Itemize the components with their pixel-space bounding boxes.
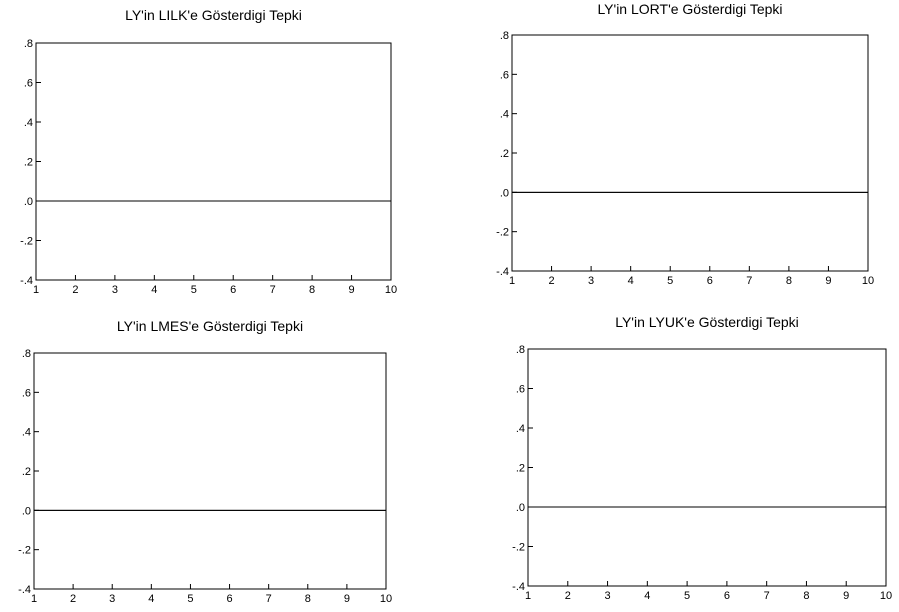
x-tick-label: 2 [548, 275, 554, 287]
y-tick-label: .2 [22, 466, 31, 478]
plot-frame [527, 348, 887, 587]
x-tick-label: 7 [764, 590, 770, 602]
y-tick-label: .2 [24, 157, 33, 169]
chart-panel-4: LY'in LYUK'e Gösterdigi Tepki .8 .6 .4 .2 .0 -… [512, 314, 892, 602]
x-tick-label: 8 [305, 593, 311, 605]
y-tick-label: .8 [516, 344, 525, 356]
x-tick-label: 1 [33, 284, 39, 296]
y-tick-label: .2 [500, 148, 509, 160]
y-tick-label: -.4 [496, 266, 509, 278]
y-tick-label: -.4 [512, 581, 525, 593]
x-tick-label: 10 [880, 590, 892, 602]
x-tick-label: 10 [380, 593, 392, 605]
y-tick-label: .4 [24, 117, 33, 129]
x-tick-label: 9 [348, 284, 354, 296]
y-tick-label: .8 [500, 30, 509, 42]
x-tick-label: 7 [266, 593, 272, 605]
chart-title: LY'in LYUK'e Gösterdigi Tepki [615, 314, 799, 330]
x-tick-label: 8 [309, 284, 315, 296]
plot-frame [33, 352, 387, 590]
y-tick-label: .0 [516, 502, 525, 514]
x-tick-label: 4 [644, 590, 650, 602]
y-tick-label: .4 [22, 427, 31, 439]
x-tick-label: 9 [344, 593, 350, 605]
x-tick-label: 10 [862, 275, 874, 287]
y-tick-label: .0 [22, 505, 31, 517]
y-tick-label: .0 [24, 196, 33, 208]
y-tick-label: .4 [516, 423, 525, 435]
plot-frame [35, 42, 392, 281]
y-tick-label: .8 [22, 348, 31, 360]
y-tick-label: -.2 [20, 236, 33, 248]
x-tick-label: 5 [191, 284, 197, 296]
x-tick-label: 5 [684, 590, 690, 602]
chart-panel-1: LY'in LILK'e Gösterdigi Tepki .8 .6 .4 .2 .0 -… [20, 7, 397, 296]
x-tick-label: 1 [31, 593, 37, 605]
y-tick-label: .8 [24, 38, 33, 50]
x-tick-label: 9 [825, 275, 831, 287]
y-tick-label: .0 [500, 187, 509, 199]
chart-panel-3: LY'in LMES'e Gösterdigi Tepki .8 .6 .4 .2 .0 -… [18, 318, 392, 605]
x-tick-label: 5 [187, 593, 193, 605]
x-tick-label: 1 [509, 275, 515, 287]
x-tick-label: 10 [385, 284, 397, 296]
x-tick-label: 3 [604, 590, 610, 602]
x-tick-label: 7 [746, 275, 752, 287]
y-tick-label: -.2 [18, 545, 31, 557]
y-tick-label: .2 [516, 463, 525, 475]
x-tick-label: 6 [226, 593, 232, 605]
x-tick-label: 1 [525, 590, 531, 602]
x-tick-label: 3 [588, 275, 594, 287]
chart-title: LY'in LORT'e Gösterdigi Tepki [597, 1, 782, 17]
chart-panel-2: LY'in LORT'e Gösterdigi Tepki .8 .6 .4 .2 .0 -… [496, 1, 874, 287]
y-tick-label: -.4 [18, 584, 31, 596]
y-tick-label: .6 [24, 78, 33, 90]
y-tick-label: -.4 [20, 275, 33, 287]
x-tick-label: 4 [151, 284, 157, 296]
x-tick-label: 3 [112, 284, 118, 296]
chart-title: LY'in LMES'e Gösterdigi Tepki [117, 318, 303, 334]
x-tick-label: 6 [707, 275, 713, 287]
x-tick-label: 8 [786, 275, 792, 287]
x-tick-label: 2 [70, 593, 76, 605]
x-tick-label: 4 [148, 593, 154, 605]
y-tick-label: .4 [500, 109, 509, 121]
y-tick-label: .6 [22, 387, 31, 399]
x-tick-label: 6 [230, 284, 236, 296]
chart-title: LY'in LILK'e Gösterdigi Tepki [125, 7, 302, 23]
x-tick-label: 2 [565, 590, 571, 602]
x-tick-label: 4 [628, 275, 634, 287]
y-tick-label: .6 [516, 384, 525, 396]
x-tick-label: 6 [724, 590, 730, 602]
y-tick-label: -.2 [512, 542, 525, 554]
x-tick-label: 7 [270, 284, 276, 296]
x-tick-label: 5 [667, 275, 673, 287]
x-tick-label: 9 [843, 590, 849, 602]
y-tick-label: -.2 [496, 227, 509, 239]
x-tick-label: 2 [72, 284, 78, 296]
x-tick-label: 8 [803, 590, 809, 602]
y-tick-label: .6 [500, 69, 509, 81]
x-tick-label: 3 [109, 593, 115, 605]
plot-frame [511, 34, 869, 272]
